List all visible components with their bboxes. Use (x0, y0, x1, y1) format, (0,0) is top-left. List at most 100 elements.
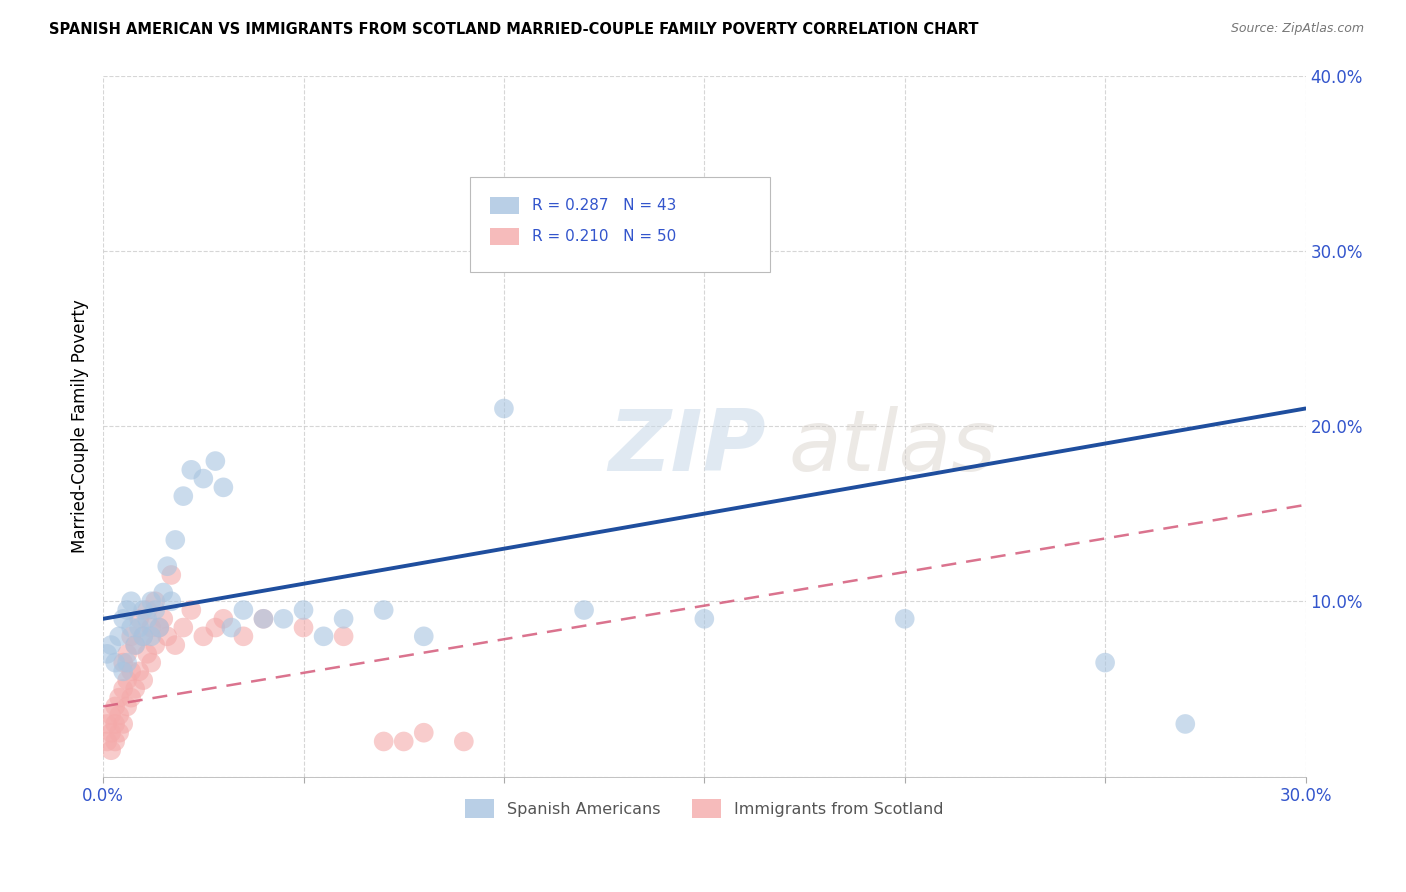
Point (1094, 656, 1116, 670)
Point (143, 603, 166, 617)
Point (112, 665, 135, 679)
Point (100, 725, 122, 739)
Point (453, 734, 475, 748)
Point (115, 656, 138, 670)
Point (148, 621, 170, 635)
Point (180, 603, 202, 617)
Point (124, 638, 146, 652)
Point (232, 629, 254, 643)
Text: SPANISH AMERICAN VS IMMIGRANTS FROM SCOTLAND MARRIED-COUPLE FAMILY POVERTY CORRE: SPANISH AMERICAN VS IMMIGRANTS FROM SCOT… (49, 22, 979, 37)
Text: Source: ZipAtlas.com: Source: ZipAtlas.com (1230, 22, 1364, 36)
Point (112, 612, 135, 626)
Point (132, 673, 155, 687)
Point (204, 621, 226, 635)
Point (128, 665, 150, 679)
Point (136, 603, 159, 617)
Point (156, 559, 179, 574)
FancyBboxPatch shape (491, 228, 519, 245)
Point (172, 621, 194, 635)
Point (120, 621, 142, 635)
Point (112, 656, 135, 670)
Point (1174, 717, 1197, 731)
Point (572, 603, 595, 617)
Point (108, 690, 131, 705)
Point (108, 629, 131, 643)
Y-axis label: Married-Couple Family Poverty: Married-Couple Family Poverty (72, 299, 89, 553)
Point (100, 638, 122, 652)
Point (492, 401, 515, 416)
Point (104, 699, 127, 714)
Text: R = 0.287   N = 43: R = 0.287 N = 43 (533, 198, 676, 212)
Point (104, 717, 127, 731)
Point (120, 690, 142, 705)
FancyBboxPatch shape (470, 178, 770, 272)
Point (141, 629, 163, 643)
Point (96, 734, 118, 748)
Point (412, 629, 434, 643)
Text: ZIP: ZIP (609, 406, 766, 489)
Point (115, 603, 138, 617)
Point (232, 603, 254, 617)
Legend: Spanish Americans, Immigrants from Scotland: Spanish Americans, Immigrants from Scotl… (458, 792, 949, 824)
Point (252, 612, 274, 626)
Point (115, 699, 138, 714)
Point (100, 708, 122, 723)
Point (160, 568, 183, 582)
Point (212, 480, 235, 494)
Point (108, 725, 131, 739)
Point (148, 621, 170, 635)
Point (141, 656, 163, 670)
Point (108, 708, 131, 723)
Point (332, 612, 354, 626)
Point (156, 629, 179, 643)
Point (273, 612, 295, 626)
Point (143, 638, 166, 652)
Point (132, 603, 155, 617)
Point (180, 463, 202, 477)
Point (115, 647, 138, 661)
Point (412, 725, 434, 739)
Point (120, 629, 142, 643)
Point (120, 665, 142, 679)
Point (392, 734, 415, 748)
Point (112, 681, 135, 696)
Point (332, 629, 354, 643)
Point (128, 612, 150, 626)
Point (143, 594, 166, 608)
Point (141, 621, 163, 635)
Point (193, 472, 215, 486)
Point (693, 612, 716, 626)
Point (152, 585, 174, 599)
Point (128, 621, 150, 635)
Point (292, 621, 315, 635)
Point (115, 673, 138, 687)
Point (96, 647, 118, 661)
FancyBboxPatch shape (491, 197, 519, 213)
Point (132, 629, 155, 643)
Point (212, 612, 235, 626)
Point (165, 533, 187, 547)
Point (96, 717, 118, 731)
Point (124, 681, 146, 696)
Point (893, 612, 915, 626)
Point (252, 612, 274, 626)
Point (104, 656, 127, 670)
Point (136, 612, 159, 626)
Point (132, 629, 155, 643)
Point (165, 638, 187, 652)
Point (172, 489, 194, 503)
Point (124, 638, 146, 652)
Point (141, 594, 163, 608)
Point (312, 629, 335, 643)
Point (193, 629, 215, 643)
Point (100, 743, 122, 757)
Point (292, 603, 315, 617)
Point (112, 717, 135, 731)
Point (221, 621, 243, 635)
Point (373, 734, 395, 748)
Point (160, 594, 183, 608)
Text: atlas: atlas (789, 406, 997, 489)
Point (120, 594, 142, 608)
Point (136, 647, 159, 661)
Point (152, 612, 174, 626)
